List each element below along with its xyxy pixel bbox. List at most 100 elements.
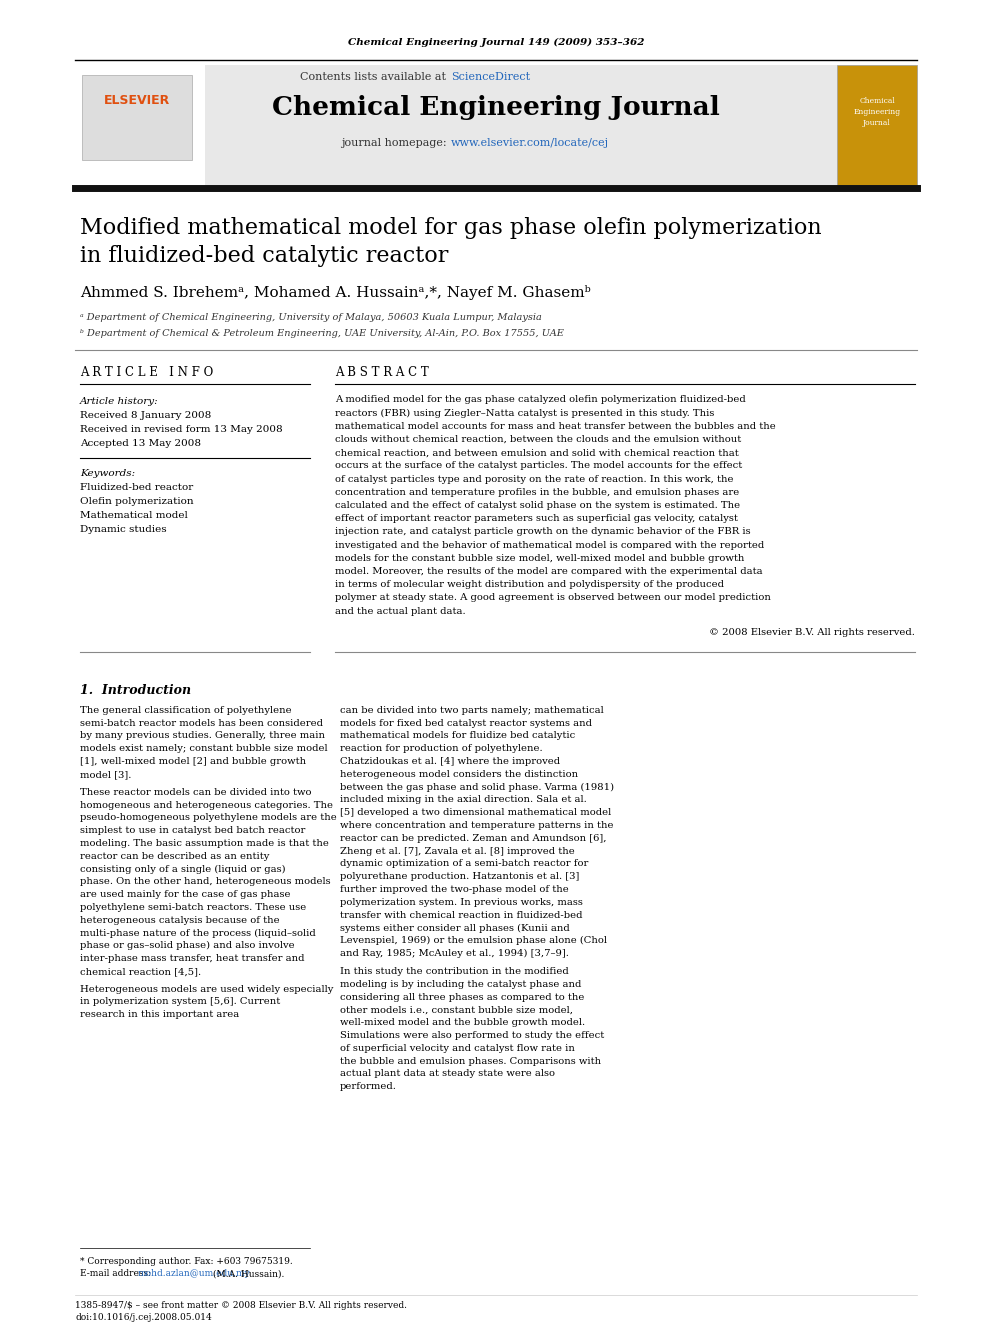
Text: semi-batch reactor models has been considered: semi-batch reactor models has been consi… bbox=[80, 718, 323, 728]
Text: in terms of molecular weight distribution and polydispersity of the produced: in terms of molecular weight distributio… bbox=[335, 581, 724, 589]
Text: models for the constant bubble size model, well-mixed model and bubble growth: models for the constant bubble size mode… bbox=[335, 554, 744, 562]
Text: chemical reaction [4,5].: chemical reaction [4,5]. bbox=[80, 967, 201, 976]
Text: consisting only of a single (liquid or gas): consisting only of a single (liquid or g… bbox=[80, 864, 286, 873]
Text: heterogeneous catalysis because of the: heterogeneous catalysis because of the bbox=[80, 916, 280, 925]
Text: systems either consider all phases (Kunii and: systems either consider all phases (Kuni… bbox=[340, 923, 569, 933]
Text: homogeneous and heterogeneous categories. The: homogeneous and heterogeneous categories… bbox=[80, 800, 333, 810]
Text: of catalyst particles type and porosity on the rate of reaction. In this work, t: of catalyst particles type and porosity … bbox=[335, 475, 733, 484]
Text: www.elsevier.com/locate/cej: www.elsevier.com/locate/cej bbox=[451, 138, 609, 148]
Text: © 2008 Elsevier B.V. All rights reserved.: © 2008 Elsevier B.V. All rights reserved… bbox=[709, 628, 915, 636]
Text: * Corresponding author. Fax: +603 79675319.: * Corresponding author. Fax: +603 796753… bbox=[80, 1257, 293, 1266]
Text: investigated and the behavior of mathematical model is compared with the reporte: investigated and the behavior of mathema… bbox=[335, 541, 764, 549]
Text: Modified mathematical model for gas phase olefin polymerization: Modified mathematical model for gas phas… bbox=[80, 217, 821, 239]
Text: Keywords:: Keywords: bbox=[80, 470, 135, 479]
Text: ScienceDirect: ScienceDirect bbox=[451, 71, 530, 82]
Text: research in this important area: research in this important area bbox=[80, 1011, 239, 1019]
Text: A B S T R A C T: A B S T R A C T bbox=[335, 365, 429, 378]
Text: Chatzidoukas et al. [4] where the improved: Chatzidoukas et al. [4] where the improv… bbox=[340, 757, 560, 766]
Text: other models i.e., constant bubble size model,: other models i.e., constant bubble size … bbox=[340, 1005, 573, 1015]
Text: A R T I C L E   I N F O: A R T I C L E I N F O bbox=[80, 365, 213, 378]
Text: Simulations were also performed to study the effect: Simulations were also performed to study… bbox=[340, 1031, 604, 1040]
Text: phase. On the other hand, heterogeneous models: phase. On the other hand, heterogeneous … bbox=[80, 877, 330, 886]
Text: Fluidized-bed reactor: Fluidized-bed reactor bbox=[80, 483, 193, 492]
Text: and Ray, 1985; McAuley et al., 1994) [3,7–9].: and Ray, 1985; McAuley et al., 1994) [3,… bbox=[340, 949, 568, 958]
Text: of superficial velocity and catalyst flow rate in: of superficial velocity and catalyst flo… bbox=[340, 1044, 575, 1053]
Text: Received in revised form 13 May 2008: Received in revised form 13 May 2008 bbox=[80, 426, 283, 434]
Text: calculated and the effect of catalyst solid phase on the system is estimated. Th: calculated and the effect of catalyst so… bbox=[335, 501, 740, 511]
Text: where concentration and temperature patterns in the: where concentration and temperature patt… bbox=[340, 822, 613, 830]
Text: between the gas phase and solid phase. Varma (1981): between the gas phase and solid phase. V… bbox=[340, 783, 614, 791]
Text: mathematical model accounts for mass and heat transfer between the bubbles and t: mathematical model accounts for mass and… bbox=[335, 422, 776, 431]
Text: concentration and temperature profiles in the bubble, and emulsion phases are: concentration and temperature profiles i… bbox=[335, 488, 739, 497]
Text: can be divided into two parts namely; mathematical: can be divided into two parts namely; ma… bbox=[340, 706, 604, 714]
Text: considering all three phases as compared to the: considering all three phases as compared… bbox=[340, 992, 584, 1002]
Text: These reactor models can be divided into two: These reactor models can be divided into… bbox=[80, 787, 311, 796]
Text: Received 8 January 2008: Received 8 January 2008 bbox=[80, 411, 211, 421]
Text: Heterogeneous models are used widely especially: Heterogeneous models are used widely esp… bbox=[80, 984, 333, 994]
Text: Ahmmed S. Ibrehemᵃ, Mohamed A. Hussainᵃ,*, Nayef M. Ghasemᵇ: Ahmmed S. Ibrehemᵃ, Mohamed A. Hussainᵃ,… bbox=[80, 284, 591, 299]
Text: In this study the contribution in the modified: In this study the contribution in the mo… bbox=[340, 967, 568, 976]
Text: Contents lists available at: Contents lists available at bbox=[301, 71, 450, 82]
Text: occurs at the surface of the catalyst particles. The model accounts for the effe: occurs at the surface of the catalyst pa… bbox=[335, 462, 742, 471]
Text: doi:10.1016/j.cej.2008.05.014: doi:10.1016/j.cej.2008.05.014 bbox=[75, 1314, 211, 1323]
Text: Levenspiel, 1969) or the emulsion phase alone (Chol: Levenspiel, 1969) or the emulsion phase … bbox=[340, 937, 607, 946]
Text: Olefin polymerization: Olefin polymerization bbox=[80, 497, 193, 507]
Text: inter-phase mass transfer, heat transfer and: inter-phase mass transfer, heat transfer… bbox=[80, 954, 305, 963]
Bar bbox=[75, 65, 837, 185]
Text: The general classification of polyethylene: The general classification of polyethyle… bbox=[80, 706, 292, 714]
Text: mathematical models for fluidize bed catalytic: mathematical models for fluidize bed cat… bbox=[340, 732, 575, 741]
Text: A modified model for the gas phase catalyzed olefin polymerization fluidized-bed: A modified model for the gas phase catal… bbox=[335, 396, 746, 405]
Text: Accepted 13 May 2008: Accepted 13 May 2008 bbox=[80, 439, 201, 448]
Text: modeling is by including the catalyst phase and: modeling is by including the catalyst ph… bbox=[340, 980, 581, 988]
Text: model. Moreover, the results of the model are compared with the experimental dat: model. Moreover, the results of the mode… bbox=[335, 568, 763, 576]
Text: clouds without chemical reaction, between the clouds and the emulsion without: clouds without chemical reaction, betwee… bbox=[335, 435, 741, 445]
Text: polyethylene semi-batch reactors. These use: polyethylene semi-batch reactors. These … bbox=[80, 902, 307, 912]
Text: journal homepage:: journal homepage: bbox=[341, 138, 450, 148]
Text: polymerization system. In previous works, mass: polymerization system. In previous works… bbox=[340, 898, 583, 906]
Text: in fluidized-bed catalytic reactor: in fluidized-bed catalytic reactor bbox=[80, 245, 448, 267]
Text: multi-phase nature of the process (liquid–solid: multi-phase nature of the process (liqui… bbox=[80, 929, 315, 938]
Text: reactors (FBR) using Ziegler–Natta catalyst is presented in this study. This: reactors (FBR) using Ziegler–Natta catal… bbox=[335, 409, 714, 418]
Text: polyurethane production. Hatzantonis et al. [3]: polyurethane production. Hatzantonis et … bbox=[340, 872, 579, 881]
Text: model [3].: model [3]. bbox=[80, 770, 131, 779]
Text: Chemical Engineering Journal: Chemical Engineering Journal bbox=[272, 95, 720, 120]
Text: heterogeneous model considers the distinction: heterogeneous model considers the distin… bbox=[340, 770, 578, 779]
Text: are used mainly for the case of gas phase: are used mainly for the case of gas phas… bbox=[80, 890, 291, 900]
Text: reaction for production of polyethylene.: reaction for production of polyethylene. bbox=[340, 745, 543, 753]
Text: chemical reaction, and between emulsion and solid with chemical reaction that: chemical reaction, and between emulsion … bbox=[335, 448, 739, 458]
Text: in polymerization system [5,6]. Current: in polymerization system [5,6]. Current bbox=[80, 998, 281, 1007]
Text: transfer with chemical reaction in fluidized-bed: transfer with chemical reaction in fluid… bbox=[340, 910, 582, 919]
Text: 1385-8947/$ – see front matter © 2008 Elsevier B.V. All rights reserved.: 1385-8947/$ – see front matter © 2008 El… bbox=[75, 1302, 407, 1311]
Text: reactor can be described as an entity: reactor can be described as an entity bbox=[80, 852, 270, 861]
Text: [1], well-mixed model [2] and bubble growth: [1], well-mixed model [2] and bubble gro… bbox=[80, 757, 307, 766]
Text: 1.  Introduction: 1. Introduction bbox=[80, 684, 191, 697]
Bar bbox=[75, 65, 205, 185]
Text: ᵇ Department of Chemical & Petroleum Engineering, UAE University, Al-Ain, P.O. B: ᵇ Department of Chemical & Petroleum Eng… bbox=[80, 328, 563, 337]
Text: [5] developed a two dimensional mathematical model: [5] developed a two dimensional mathemat… bbox=[340, 808, 611, 818]
Text: Chemical
Engineering
Journal: Chemical Engineering Journal bbox=[853, 97, 901, 127]
Text: and the actual plant data.: and the actual plant data. bbox=[335, 607, 465, 615]
Text: well-mixed model and the bubble growth model.: well-mixed model and the bubble growth m… bbox=[340, 1019, 585, 1027]
Text: modeling. The basic assumption made is that the: modeling. The basic assumption made is t… bbox=[80, 839, 329, 848]
Text: phase or gas–solid phase) and also involve: phase or gas–solid phase) and also invol… bbox=[80, 941, 295, 950]
Text: further improved the two-phase model of the: further improved the two-phase model of … bbox=[340, 885, 568, 894]
Text: the bubble and emulsion phases. Comparisons with: the bubble and emulsion phases. Comparis… bbox=[340, 1057, 601, 1065]
Text: Zheng et al. [7], Zavala et al. [8] improved the: Zheng et al. [7], Zavala et al. [8] impr… bbox=[340, 847, 574, 856]
Text: performed.: performed. bbox=[340, 1082, 397, 1091]
Text: mohd.azlan@um.edu.my: mohd.azlan@um.edu.my bbox=[138, 1270, 250, 1278]
Text: Chemical Engineering Journal 149 (2009) 353–362: Chemical Engineering Journal 149 (2009) … bbox=[348, 37, 644, 46]
Text: effect of important reactor parameters such as superficial gas velocity, catalys: effect of important reactor parameters s… bbox=[335, 515, 738, 524]
Text: ᵃ Department of Chemical Engineering, University of Malaya, 50603 Kuala Lumpur, : ᵃ Department of Chemical Engineering, Un… bbox=[80, 314, 542, 323]
Text: actual plant data at steady state were also: actual plant data at steady state were a… bbox=[340, 1069, 555, 1078]
Text: (M.A. Hussain).: (M.A. Hussain). bbox=[209, 1270, 284, 1278]
Text: included mixing in the axial direction. Sala et al.: included mixing in the axial direction. … bbox=[340, 795, 586, 804]
Text: E-mail address:: E-mail address: bbox=[80, 1270, 154, 1278]
Text: injection rate, and catalyst particle growth on the dynamic behavior of the FBR : injection rate, and catalyst particle gr… bbox=[335, 528, 751, 537]
Bar bbox=[82, 75, 192, 160]
Text: pseudo-homogeneous polyethylene models are the: pseudo-homogeneous polyethylene models a… bbox=[80, 814, 336, 823]
Text: by many previous studies. Generally, three main: by many previous studies. Generally, thr… bbox=[80, 732, 325, 741]
Text: Mathematical model: Mathematical model bbox=[80, 512, 187, 520]
Text: Dynamic studies: Dynamic studies bbox=[80, 525, 167, 534]
Text: models for fixed bed catalyst reactor systems and: models for fixed bed catalyst reactor sy… bbox=[340, 718, 592, 728]
Text: ELSEVIER: ELSEVIER bbox=[104, 94, 170, 106]
